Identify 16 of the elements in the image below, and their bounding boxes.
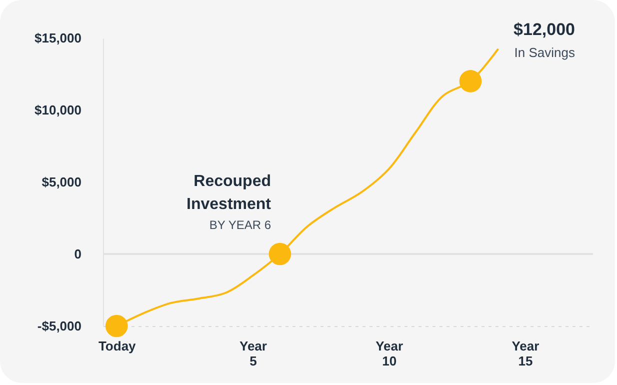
x-tick-label: Today [98, 338, 137, 354]
x-tick-label: Year 5 [239, 338, 267, 368]
point [459, 70, 482, 92]
x-tick-label: Year 15 [512, 338, 540, 368]
y-tick-label: -$5,000 [37, 318, 82, 334]
annotation: BY YEAR 6 [209, 218, 272, 232]
annotation: Recouped Investment [186, 173, 272, 213]
x-tick-label: Year 10 [376, 338, 404, 368]
y-tick-label: $10,000 [34, 102, 82, 118]
y-tick-label: 0 [74, 246, 82, 262]
point [105, 314, 128, 338]
y-tick-label: $15,000 [34, 30, 82, 46]
annotation: $12,000 [514, 20, 575, 39]
y-tick-label: $5,000 [42, 174, 82, 190]
annotation: In Savings [514, 45, 576, 60]
point [268, 242, 292, 266]
